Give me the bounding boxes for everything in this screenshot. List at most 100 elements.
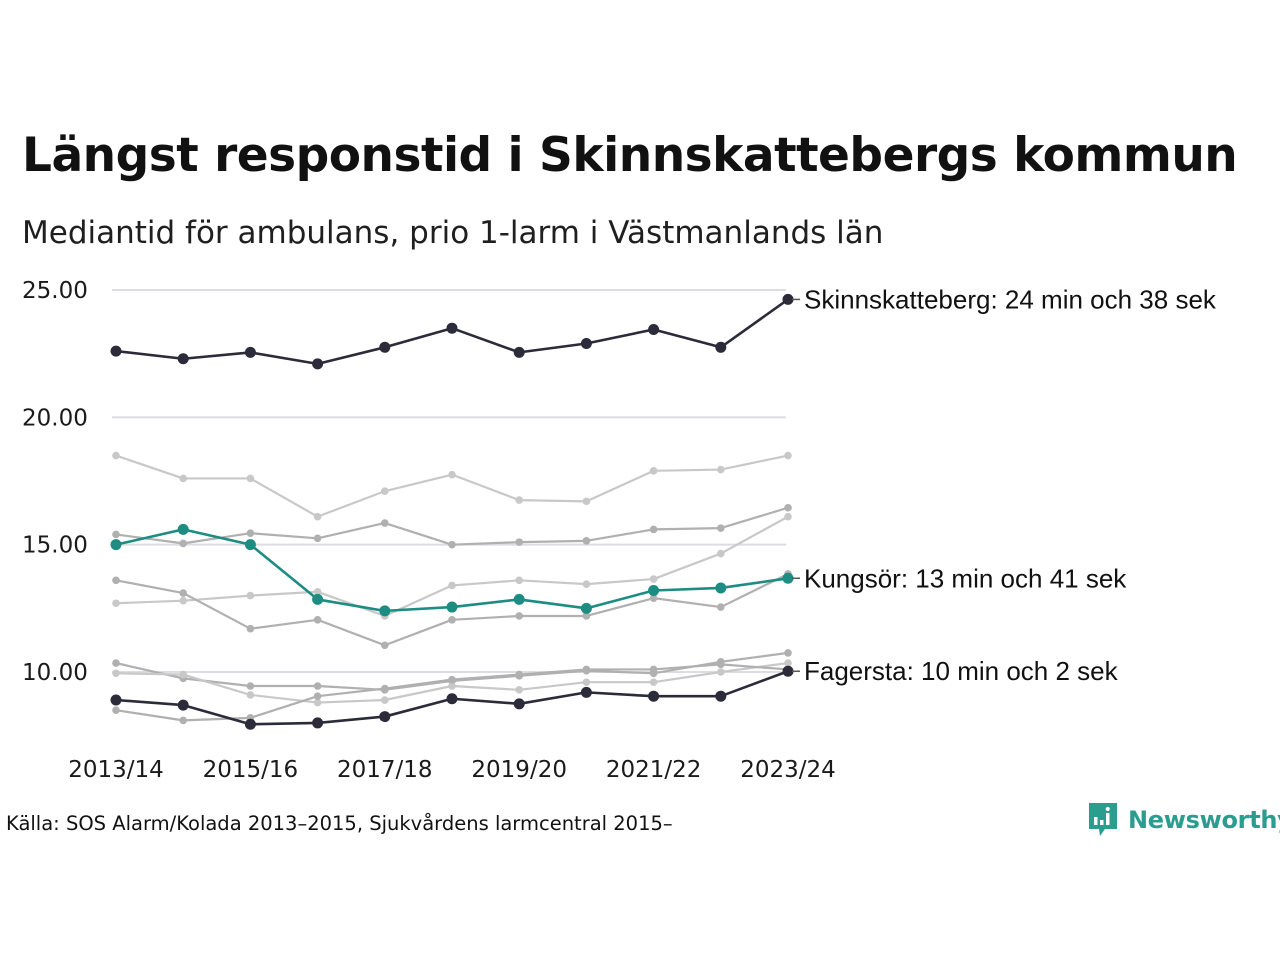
end-labels: Kungsör: 13 min och 41 sek Fagersta: 10 m… (792, 284, 1217, 686)
data-point (784, 451, 792, 460)
data-point (649, 525, 658, 534)
data-point (246, 474, 255, 483)
data-point (715, 341, 727, 353)
series-skinnskatteberg (110, 293, 794, 370)
data-point (582, 665, 591, 674)
series-fagersta (110, 665, 794, 730)
data-point (513, 346, 525, 358)
data-point (381, 696, 389, 704)
x-tick-label: 2021/22 (606, 757, 702, 783)
brand-name: Newsworthy (1128, 806, 1280, 834)
data-point (649, 678, 658, 686)
x-tick-label: 2015/16 (203, 757, 299, 783)
data-point (246, 591, 255, 600)
data-point (244, 539, 256, 551)
y-tick-label: 20.00 (22, 405, 88, 431)
newsworthy-logo: Newsworthy (1088, 802, 1280, 838)
end-label-kungsör: Kungsör: 13 min och 41 sek (804, 563, 1127, 593)
data-point (784, 503, 792, 512)
data-point (715, 582, 727, 594)
data-point (381, 641, 389, 650)
data-point (379, 605, 391, 617)
data-point (110, 694, 122, 706)
data-point (582, 678, 591, 686)
data-point (515, 576, 523, 585)
data-point (513, 593, 525, 605)
data-point (246, 691, 255, 699)
data-point (649, 467, 658, 475)
data-point (448, 615, 456, 624)
data-point (246, 529, 255, 538)
data-point (313, 615, 322, 624)
data-point (515, 686, 523, 694)
y-tick-label: 15.00 (22, 533, 88, 559)
data-point (515, 538, 523, 546)
data-point (515, 612, 523, 620)
x-tick-label: 2017/18 (337, 757, 433, 783)
data-point (313, 534, 322, 543)
data-point (448, 682, 456, 690)
data-point (313, 512, 322, 521)
data-point (648, 585, 660, 597)
newsworthy-logo-icon (1089, 803, 1117, 836)
y-axis-ticks: 10.00 15.00 20.00 25.00 (22, 278, 88, 686)
data-point (513, 698, 525, 710)
data-point (649, 665, 658, 674)
data-point (110, 539, 122, 551)
data-point (112, 576, 120, 585)
data-point (582, 612, 591, 620)
data-point (179, 716, 187, 725)
data-point (448, 470, 456, 479)
x-axis-ticks: 2013/14 2015/16 2017/18 2019/20 2021/22 2023/… (68, 757, 836, 783)
data-point (582, 537, 591, 545)
data-point (717, 603, 725, 611)
data-point (381, 487, 389, 495)
data-point (112, 530, 120, 539)
data-point (580, 602, 592, 614)
data-point (177, 353, 189, 365)
data-point (313, 587, 322, 596)
data-point (381, 684, 389, 693)
data-point (112, 599, 120, 608)
data-point (112, 659, 120, 667)
data-point (582, 580, 591, 588)
chart-title: Längst responstid i Skinnskattebergs kom… (22, 128, 1238, 183)
data-point (379, 341, 391, 353)
series-lines (110, 293, 794, 730)
data-point (112, 669, 120, 678)
source-note: Källa: SOS Alarm/Kolada 2013–2015, Sjukv… (6, 812, 673, 835)
data-point (246, 682, 255, 690)
series-line (115, 515, 789, 618)
data-point (580, 337, 592, 349)
line-chart: 10.00 15.00 20.00 25.00 2013/14 2015/16 2017/… (22, 278, 1217, 783)
data-point (648, 323, 660, 335)
data-point (110, 345, 122, 357)
data-point (179, 670, 187, 679)
data-point (244, 346, 256, 358)
data-point (717, 660, 725, 669)
data-point (312, 593, 324, 605)
data-point (515, 496, 523, 504)
data-point (515, 670, 523, 679)
data-point (313, 692, 322, 700)
data-point (782, 293, 794, 305)
data-point (649, 594, 658, 602)
series-line (115, 454, 789, 518)
data-point (446, 322, 458, 334)
data-point (379, 711, 391, 723)
series-background (112, 570, 792, 650)
series-background (112, 512, 792, 620)
data-point (381, 519, 389, 527)
data-point (246, 624, 255, 633)
end-label-fagersta: Fagersta: 10 min och 2 sek (804, 656, 1119, 686)
series-kungsör (110, 523, 794, 617)
data-point (649, 575, 658, 583)
data-point (177, 523, 189, 535)
data-point (582, 497, 591, 506)
data-point (448, 675, 456, 684)
data-point (179, 596, 187, 605)
data-point (717, 668, 725, 676)
data-point (715, 690, 727, 702)
data-point (312, 358, 324, 370)
data-point (112, 451, 120, 460)
